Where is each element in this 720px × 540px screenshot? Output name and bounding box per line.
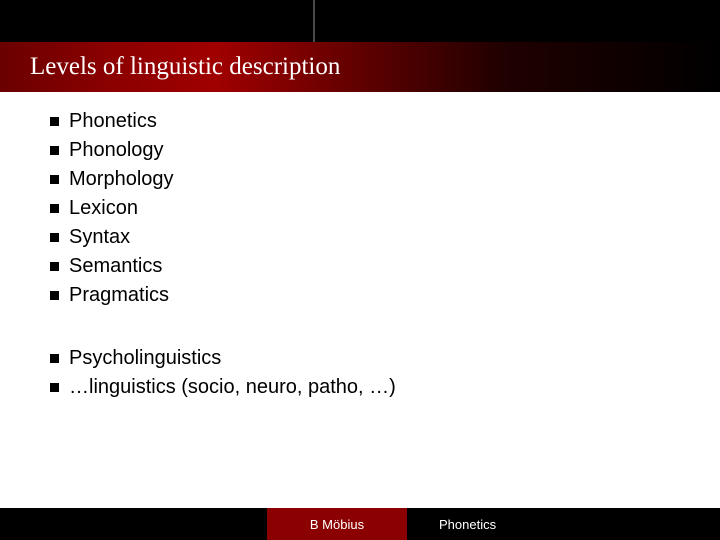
list-item: Semantics — [50, 255, 720, 278]
list-item: Morphology — [50, 168, 720, 191]
bullet-icon — [50, 354, 59, 363]
list-item-label: Phonetics — [69, 110, 157, 133]
list-item-label: Pragmatics — [69, 284, 169, 307]
footer-bar: B Möbius Phonetics — [0, 508, 720, 540]
list-item-label: Semantics — [69, 255, 162, 278]
content-area: Phonetics Phonology Morphology Lexicon S… — [0, 92, 720, 399]
list-item-label: Phonology — [69, 139, 164, 162]
header-divider — [313, 0, 315, 42]
list-item: Lexicon — [50, 197, 720, 220]
footer-left — [0, 508, 267, 540]
slide-title: Levels of linguistic description — [30, 53, 340, 81]
list-item-label: Lexicon — [69, 197, 138, 220]
bullet-list-group-2: Psycholinguistics …linguistics (socio, n… — [50, 347, 720, 399]
list-item: Psycholinguistics — [50, 347, 720, 370]
bullet-icon — [50, 117, 59, 126]
list-item: …linguistics (socio, neuro, patho, …) — [50, 376, 720, 399]
footer-author: B Möbius — [310, 517, 364, 532]
bullet-icon — [50, 146, 59, 155]
list-item: Syntax — [50, 226, 720, 249]
bullet-icon — [50, 383, 59, 392]
footer-topic: Phonetics — [439, 517, 496, 532]
list-item: Phonetics — [50, 110, 720, 133]
title-bar: Levels of linguistic description — [0, 42, 720, 92]
list-item-label: Syntax — [69, 226, 130, 249]
bullet-list-group-1: Phonetics Phonology Morphology Lexicon S… — [50, 110, 720, 307]
bullet-icon — [50, 204, 59, 213]
footer-topic-block: Phonetics — [407, 508, 720, 540]
list-item: Pragmatics — [50, 284, 720, 307]
group-gap — [50, 313, 720, 347]
header-bar — [0, 0, 720, 42]
list-item-label: Psycholinguistics — [69, 347, 221, 370]
bullet-icon — [50, 233, 59, 242]
list-item-label: Morphology — [69, 168, 174, 191]
list-item-label: …linguistics (socio, neuro, patho, …) — [69, 376, 396, 399]
bullet-icon — [50, 175, 59, 184]
footer-author-block: B Möbius — [267, 508, 407, 540]
bullet-icon — [50, 291, 59, 300]
list-item: Phonology — [50, 139, 720, 162]
bullet-icon — [50, 262, 59, 271]
